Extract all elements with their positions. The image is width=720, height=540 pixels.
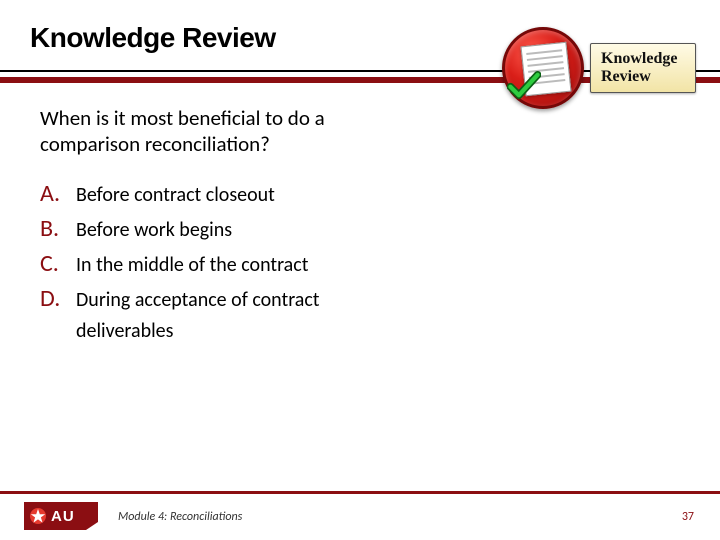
callout-label-line1: Knowledge: [601, 50, 685, 68]
checkmark-icon: [507, 68, 541, 102]
footer-module-text: Module 4: Reconciliations: [118, 510, 242, 524]
option-b: B. Before work begins: [40, 213, 400, 246]
option-text: During acceptance of contract deliverabl…: [76, 283, 400, 347]
question-text: When is it most beneficial to do a compa…: [40, 105, 400, 158]
slide-title: Knowledge Review: [30, 22, 276, 54]
option-d: D. During acceptance of contract deliver…: [40, 283, 400, 347]
option-text: Before contract closeout: [76, 178, 275, 211]
option-letter: C.: [40, 248, 76, 279]
footer-rule: [0, 491, 720, 494]
options-list: A. Before contract closeout B. Before wo…: [40, 178, 400, 349]
page-number: 37: [682, 510, 694, 524]
option-letter: D.: [40, 283, 76, 314]
dau-logo-icon: AU: [24, 502, 98, 530]
callout-label: Knowledge Review: [590, 43, 696, 94]
option-text: Before work begins: [76, 213, 232, 246]
callout-label-line2: Review: [601, 68, 685, 86]
knowledge-review-callout: Knowledge Review: [502, 28, 702, 108]
slide: Knowledge Review Knowledge Review When i…: [0, 0, 720, 540]
option-letter: B.: [40, 213, 76, 244]
callout-badge-icon: [502, 27, 584, 109]
option-a: A. Before contract closeout: [40, 178, 400, 211]
option-c: C. In the middle of the contract: [40, 248, 400, 281]
option-letter: A.: [40, 178, 76, 209]
option-text: In the middle of the contract: [76, 248, 308, 281]
svg-text:AU: AU: [51, 508, 75, 525]
